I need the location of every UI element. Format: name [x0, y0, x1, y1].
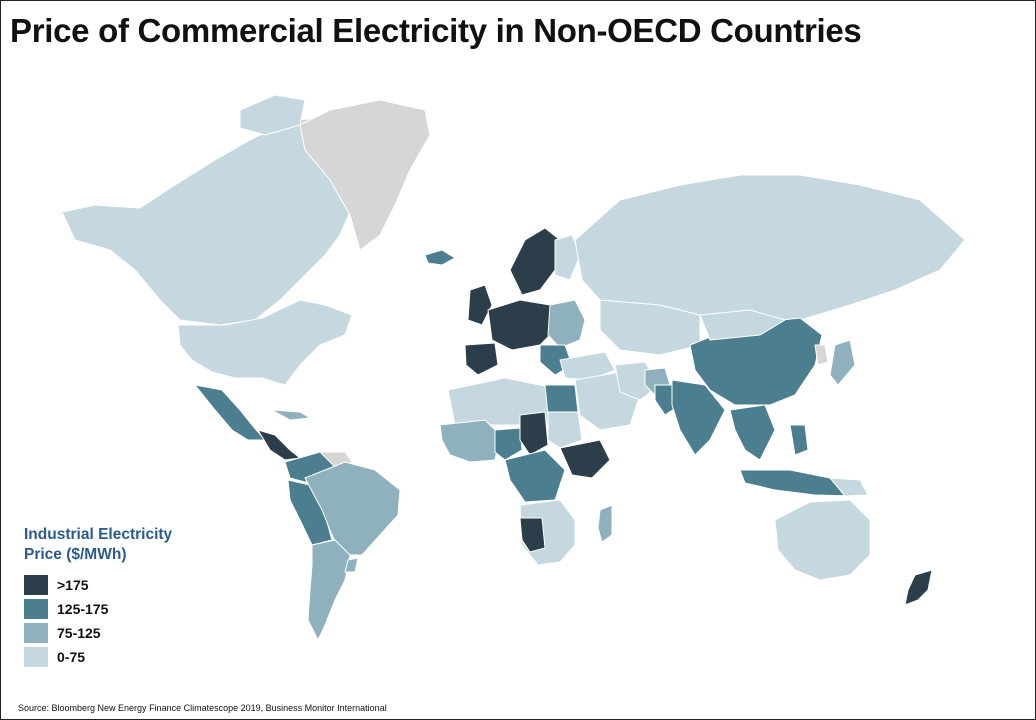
legend-swatch	[24, 623, 48, 643]
region-russia	[574, 174, 966, 321]
legend-label: 125-175	[57, 601, 109, 617]
legend-swatch	[24, 599, 48, 619]
region-mainland-sea	[729, 404, 776, 461]
legend-label: 75-125	[57, 625, 101, 641]
chart-title: Price of Commercial Electricity in Non-O…	[10, 12, 862, 49]
source-note: Source: Bloomberg New Energy Finance Cli…	[18, 703, 387, 713]
region-chile-argentina	[307, 539, 351, 641]
legend-list: >175 125-175 75-125 0-75	[24, 573, 172, 669]
legend-label: 0-75	[57, 649, 86, 665]
region-namibia	[519, 517, 546, 553]
region-kazakhstan	[599, 299, 701, 356]
region-chad	[519, 411, 549, 456]
legend-title-line2: Price ($/MWh)	[24, 546, 127, 563]
region-brazil	[304, 461, 401, 556]
legend-label: >175	[57, 577, 89, 593]
region-papua	[829, 477, 869, 497]
region-korea	[814, 344, 829, 366]
region-egypt	[544, 384, 579, 416]
region-sudan	[547, 411, 583, 449]
region-uk	[467, 284, 493, 326]
region-central-america	[257, 429, 301, 461]
region-mexico	[194, 384, 266, 441]
region-iceland	[424, 249, 456, 266]
region-western-europe	[487, 299, 556, 351]
region-uruguay	[344, 557, 359, 573]
legend-title-line1: Industrial Electricity	[24, 526, 173, 543]
region-india	[671, 379, 726, 456]
legend-item-above-175: >175	[24, 573, 172, 597]
region-new-zealand	[904, 569, 933, 606]
region-madagascar	[597, 504, 613, 543]
legend-title: Industrial Electricity Price ($/MWh)	[24, 525, 172, 565]
legend-swatch	[24, 647, 48, 667]
region-usa	[177, 299, 353, 386]
region-mongolia	[699, 309, 786, 341]
legend-swatch	[24, 575, 48, 595]
region-west-africa	[439, 419, 501, 463]
region-canada	[61, 117, 356, 326]
legend: Industrial Electricity Price ($/MWh) >17…	[24, 525, 172, 669]
region-scandinavia	[509, 227, 561, 296]
region-australia	[774, 499, 871, 581]
region-japan	[829, 339, 856, 386]
region-philippines	[789, 424, 809, 456]
legend-item-125-175: 125-175	[24, 597, 172, 621]
region-caribbean	[271, 409, 311, 421]
region-ethiopia-kenya	[559, 439, 611, 479]
region-finland	[554, 234, 581, 281]
legend-item-0-75: 0-75	[24, 645, 172, 669]
region-iberia	[464, 342, 499, 376]
region-greenland	[299, 99, 431, 251]
region-eastern-europe	[547, 299, 586, 349]
legend-item-75-125: 75-125	[24, 621, 172, 645]
region-central-africa	[504, 449, 566, 503]
region-nigeria	[494, 427, 523, 461]
